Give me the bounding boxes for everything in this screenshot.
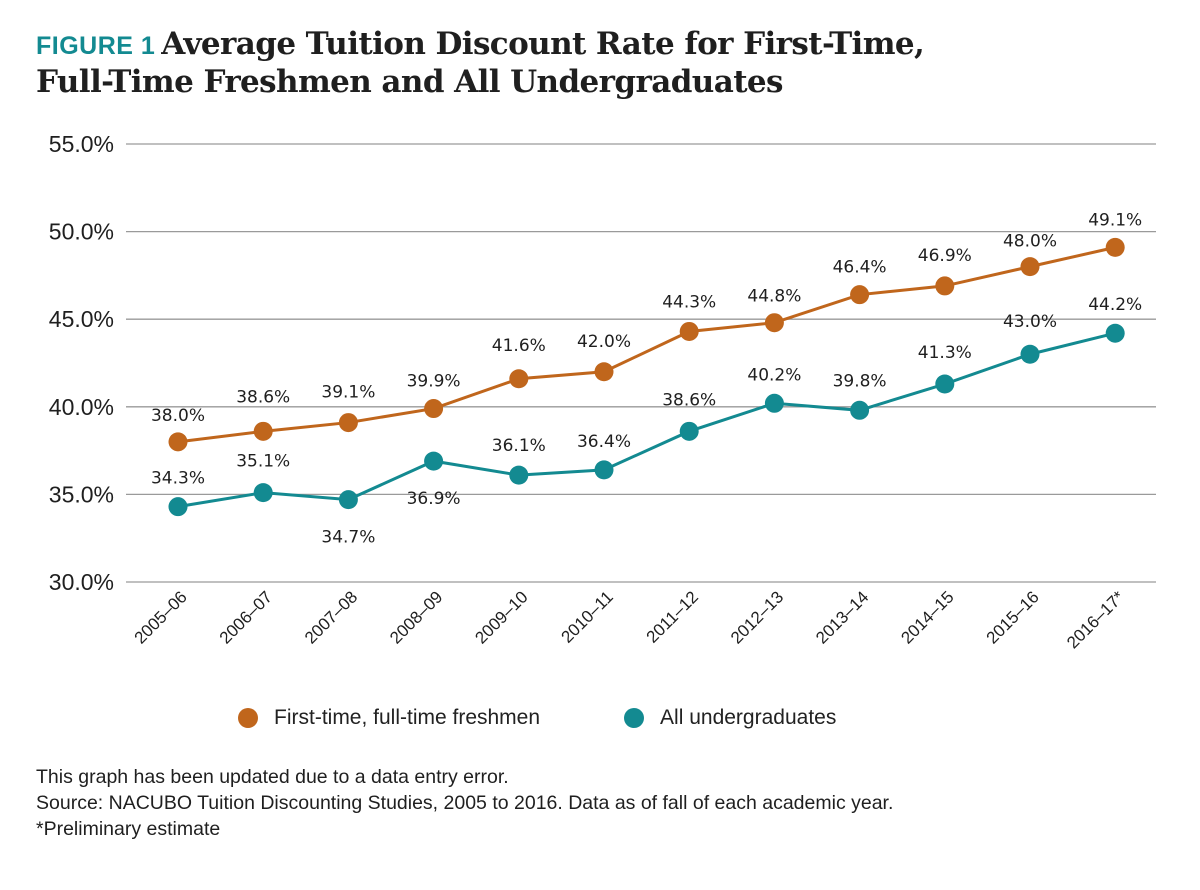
data-label: 49.1% bbox=[1088, 210, 1142, 230]
y-tick-label: 40.0% bbox=[49, 394, 114, 420]
y-tick-label: 50.0% bbox=[49, 219, 114, 245]
data-label: 39.9% bbox=[407, 372, 461, 392]
data-point bbox=[1020, 257, 1040, 277]
x-tick-label: 2015–16 bbox=[983, 587, 1043, 647]
y-tick-label: 35.0% bbox=[49, 481, 114, 507]
legend-marker-undergraduates bbox=[624, 708, 645, 728]
x-tick-label: 2016–17* bbox=[1063, 587, 1128, 652]
data-point bbox=[1020, 344, 1040, 364]
legend-item-freshmen: First-time, full-time freshmen bbox=[238, 706, 540, 730]
x-tick-label: 2011–12 bbox=[643, 587, 702, 646]
legend-item-undergraduates: All undergraduates bbox=[624, 706, 836, 730]
note-preliminary: *Preliminary estimate bbox=[36, 818, 221, 840]
data-point bbox=[1105, 237, 1125, 257]
data-point bbox=[509, 369, 529, 389]
data-label: 38.0% bbox=[151, 406, 205, 426]
data-label: 43.0% bbox=[1003, 312, 1057, 332]
data-label: 42.0% bbox=[577, 332, 631, 352]
data-point bbox=[168, 432, 188, 452]
data-label: 48.0% bbox=[1003, 232, 1057, 252]
data-point bbox=[764, 313, 784, 333]
data-label: 39.1% bbox=[321, 383, 375, 403]
data-labels: 38.0% 38.6% 39.1% 39.9% 41.6% 42.0% 44.3% 44.8%… bbox=[151, 210, 1142, 547]
data-label: 41.3% bbox=[918, 343, 972, 363]
y-axis-ticks: 30.0% 35.0% 40.0% 45.0% 50.0% 55.0% bbox=[49, 131, 114, 595]
line-chart: 30.0%35.0%40.0%45.0%50.0%55.0% 2005–06 20… bbox=[49, 131, 1156, 652]
data-label: 41.6% bbox=[492, 336, 546, 356]
series-line-undergraduates bbox=[177, 331, 1116, 509]
note-update: This graph has been updated due to a dat… bbox=[36, 766, 509, 788]
data-point bbox=[850, 400, 870, 420]
x-axis-ticks: 2005–06 2006–07 2007–08 2008–09 2009–10 2010–… bbox=[131, 587, 1129, 652]
data-label: 44.8% bbox=[747, 287, 801, 307]
x-tick-label: 2007–08 bbox=[301, 587, 361, 647]
data-label: 46.9% bbox=[918, 246, 972, 266]
chart-notes: This graph has been updated due to a dat… bbox=[36, 764, 893, 842]
figure-label: FIGURE 1 bbox=[36, 32, 156, 60]
legend-marker-freshmen bbox=[238, 708, 258, 728]
x-tick-label: 2009–10 bbox=[471, 587, 531, 647]
x-tick-label: 2014–15 bbox=[897, 587, 957, 647]
series-line-freshmen bbox=[177, 245, 1116, 444]
data-label: 36.4% bbox=[577, 432, 631, 452]
data-label: 34.3% bbox=[151, 469, 205, 489]
series bbox=[168, 237, 1125, 517]
data-label: 38.6% bbox=[236, 387, 290, 407]
data-label: 40.2% bbox=[747, 365, 801, 385]
data-point bbox=[253, 421, 273, 441]
x-tick-label: 2006–07 bbox=[216, 587, 276, 647]
data-label: 46.4% bbox=[833, 258, 887, 278]
data-point bbox=[594, 460, 614, 480]
data-point bbox=[1105, 323, 1125, 343]
data-point bbox=[338, 490, 358, 510]
data-point bbox=[424, 451, 444, 471]
data-point bbox=[850, 285, 870, 305]
legend-label-undergraduates: All undergraduates bbox=[660, 706, 837, 729]
data-point bbox=[935, 374, 955, 394]
y-tick-label: 45.0% bbox=[49, 306, 114, 332]
title-line-1: Average Tuition Discount Rate for First-… bbox=[161, 26, 925, 62]
data-label: 36.1% bbox=[492, 436, 546, 456]
data-point bbox=[764, 393, 784, 413]
data-label: 38.6% bbox=[662, 390, 716, 410]
data-point bbox=[935, 276, 955, 296]
x-tick-label: 2010–11 bbox=[557, 587, 616, 646]
chart-title: FIGURE 1 Average Tuition Discount Rate fo… bbox=[36, 26, 1166, 100]
data-label: 35.1% bbox=[236, 452, 290, 472]
data-point bbox=[253, 483, 273, 503]
data-label: 39.8% bbox=[833, 371, 887, 391]
title-line-2: Full-Time Freshmen and All Undergraduate… bbox=[36, 64, 784, 100]
data-point bbox=[679, 321, 699, 341]
y-tick-label: 55.0% bbox=[49, 131, 114, 157]
y-tick-label: 30.0% bbox=[49, 569, 114, 595]
data-point bbox=[424, 399, 444, 419]
data-label: 36.9% bbox=[407, 489, 461, 509]
x-tick-label: 2005–06 bbox=[131, 587, 191, 647]
x-tick-label: 2013–14 bbox=[812, 587, 872, 647]
data-point bbox=[338, 413, 358, 433]
data-point bbox=[679, 421, 699, 441]
x-tick-label: 2012–13 bbox=[727, 587, 787, 647]
note-source: Source: NACUBO Tuition Discounting Studi… bbox=[36, 792, 894, 814]
data-label: 44.3% bbox=[662, 292, 716, 312]
data-point bbox=[594, 362, 614, 382]
data-point bbox=[509, 465, 529, 485]
data-point bbox=[168, 497, 188, 517]
legend-label-freshmen: First-time, full-time freshmen bbox=[274, 706, 541, 729]
data-label: 44.2% bbox=[1088, 295, 1142, 315]
x-tick-label: 2008–09 bbox=[386, 587, 446, 647]
legend: First-time, full-time freshmen All under… bbox=[238, 706, 920, 730]
data-label: 34.7% bbox=[321, 528, 375, 548]
